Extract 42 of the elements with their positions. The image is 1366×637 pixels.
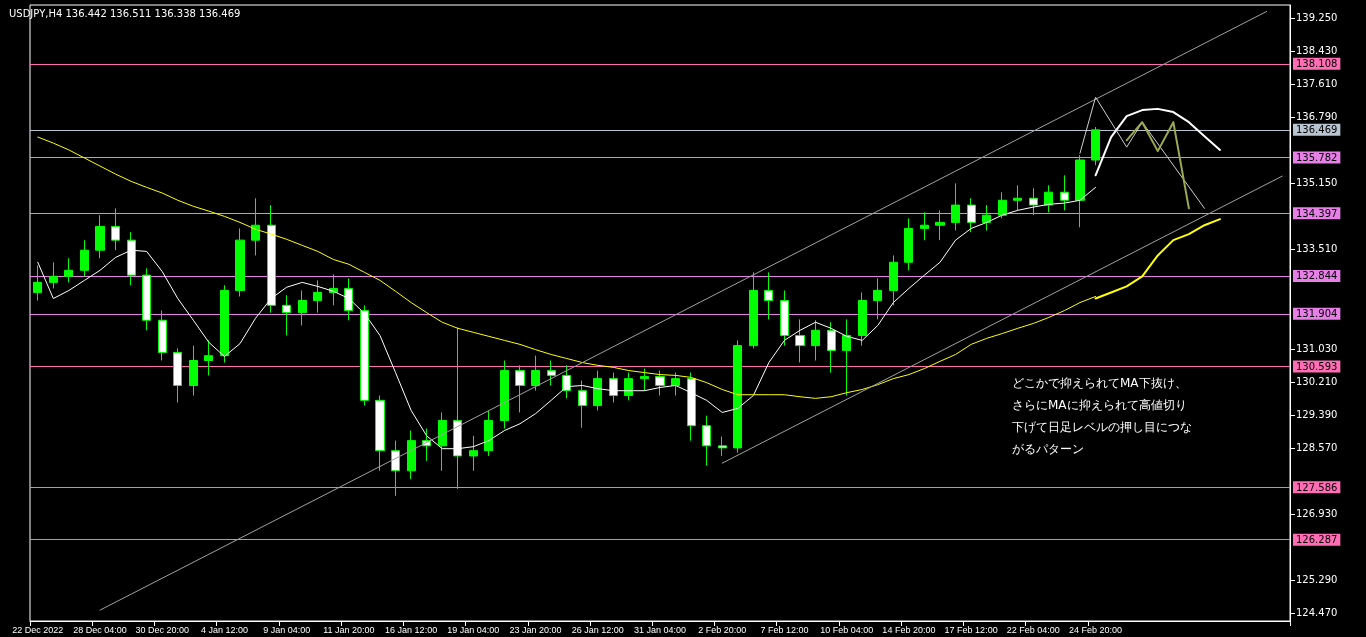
x-tick-label: 16 Jan 12:00: [385, 624, 438, 635]
x-tick-label: 2 Feb 20:00: [698, 624, 747, 635]
y-tick-label: 125.290: [1296, 574, 1338, 586]
x-tick-label: 9 Jan 04:00: [263, 624, 311, 635]
x-tick-label: 26 Jan 12:00: [571, 624, 624, 635]
y-tick-label: 139.250: [1296, 12, 1338, 24]
y-tick-label: 136.790: [1296, 111, 1338, 123]
y-tick-label: 126.930: [1296, 508, 1338, 520]
x-tick-label: 11 Jan 20:00: [323, 624, 375, 635]
y-tick-label: 128.570: [1296, 442, 1338, 454]
x-tick-label: 17 Feb 12:00: [944, 624, 998, 635]
ref-line-label: 126.287: [1296, 534, 1338, 546]
x-tick-label: 22 Dec 2022: [12, 624, 64, 635]
x-tick-label: 4 Jan 12:00: [200, 624, 248, 635]
x-tick-label: 31 Jan 04:00: [633, 624, 687, 635]
ref-line-label: 130.593: [1296, 361, 1338, 373]
y-tick-label: 137.610: [1296, 78, 1338, 90]
chart-title: USDJPY,H4 136.442 136.511 136.338 136.469: [9, 7, 241, 19]
y-tick-label: 138.430: [1296, 45, 1338, 57]
x-tick-label: 28 Dec 04:00: [73, 624, 127, 635]
x-tick-label: 10 Feb 04:00: [820, 624, 874, 635]
x-tick-label: 23 Jan 20:00: [509, 624, 562, 635]
annotation: どこかで抑えられてMA下抜け、さらにMAに抑えられて高値切り下げて日足レベルの押し目につながるパターン: [1012, 376, 1192, 456]
y-tick-label: 131.030: [1296, 343, 1338, 355]
ref-line-label: 132.844: [1296, 270, 1338, 282]
ref-line-label: 138.108: [1296, 58, 1338, 70]
y-tick-label: 130.210: [1296, 376, 1338, 388]
y-tick-label: 129.390: [1296, 409, 1338, 421]
ref-line-label: 136.469: [1296, 124, 1338, 136]
x-tick-label: 14 Feb 20:00: [882, 624, 936, 635]
ref-line-label: 131.904: [1296, 308, 1338, 320]
x-tick-label: 22 Feb 04:00: [1006, 624, 1060, 635]
x-tick-label: 7 Feb 12:00: [760, 624, 809, 635]
y-tick-label: 135.150: [1296, 177, 1338, 189]
ref-line-label: 134.397: [1296, 207, 1338, 219]
y-tick-label: 124.470: [1296, 607, 1338, 619]
x-tick-label: 30 Dec 20:00: [135, 624, 189, 635]
x-tick-label: 19 Jan 04:00: [447, 624, 500, 635]
y-tick-label: 133.510: [1296, 243, 1338, 255]
x-tick-label: 24 Feb 20:00: [1069, 624, 1123, 635]
ref-line-label: 127.586: [1296, 481, 1338, 493]
ref-line-label: 135.782: [1296, 152, 1338, 164]
